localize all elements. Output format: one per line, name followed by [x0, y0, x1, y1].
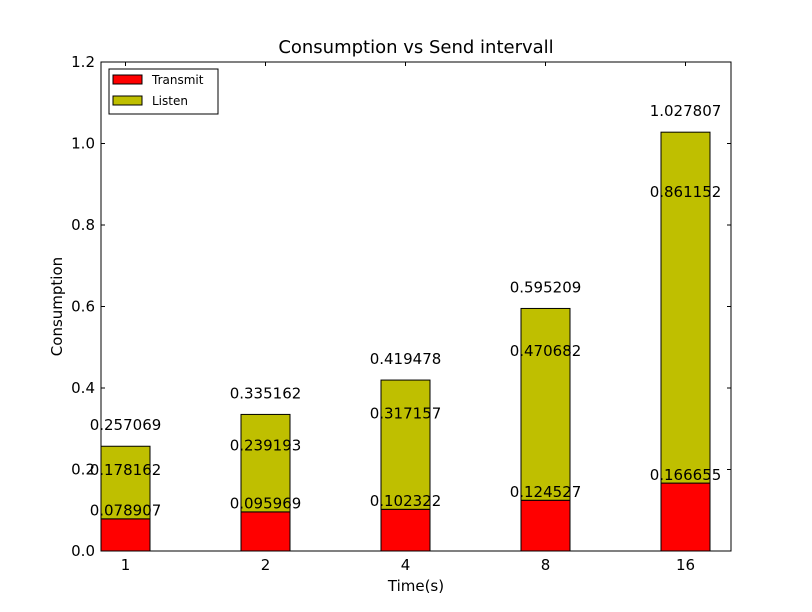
y-tick-label: 0.6: [71, 298, 95, 316]
bar-listen: [520, 307, 571, 501]
data-label-transmit: 0.102322: [370, 492, 442, 510]
legend: Transmit Listen: [108, 68, 219, 115]
data-label-total: 0.257069: [90, 416, 162, 434]
x-tick-label: 8: [541, 556, 551, 574]
y-tick-label: 0.0: [71, 542, 95, 560]
y-tick-label: 1.2: [71, 53, 95, 71]
x-tick-label: 1: [121, 556, 131, 574]
data-label-total: 0.595209: [510, 278, 582, 296]
chart-title: Consumption vs Send intervall: [278, 37, 553, 58]
data-label-transmit: 0.078907: [90, 502, 162, 520]
bar-listen: [660, 131, 711, 484]
x-tick-label: 4: [401, 556, 411, 574]
data-label-listen: 0.861152: [650, 183, 722, 201]
bar-transmit: [240, 511, 291, 552]
y-tick-label: 0.8: [71, 216, 95, 234]
data-label-total: 0.419478: [370, 350, 442, 368]
data-label-listen: 0.470682: [510, 342, 582, 360]
y-axis-label: Consumption: [48, 257, 66, 356]
data-label-transmit: 0.124527: [510, 483, 582, 501]
y-tick-label: 0.2: [71, 461, 95, 479]
bar-transmit: [100, 518, 151, 552]
legend-swatch: [112, 95, 143, 106]
y-tick-label: 1.0: [71, 135, 95, 153]
bar-listen: [100, 445, 151, 520]
legend-label: Transmit: [151, 73, 204, 87]
bar-listen: [380, 379, 431, 510]
x-tick-label: 16: [676, 556, 695, 574]
plot-area: 0.0 0.2 0.4 0.6 0.8 1.0 1.2 1 0.078907 0.178162 0.…: [71, 53, 732, 574]
y-tick-label: 0.4: [71, 379, 95, 397]
data-label-total: 0.335162: [230, 384, 302, 402]
data-label-transmit: 0.166655: [650, 466, 722, 484]
data-label-listen: 0.317157: [370, 405, 442, 423]
data-label-transmit: 0.095969: [230, 495, 302, 513]
data-label-listen: 0.178162: [90, 461, 162, 479]
x-axis-label: Time(s): [387, 577, 444, 595]
data-label-listen: 0.239193: [230, 436, 302, 454]
bar-transmit: [380, 508, 431, 552]
legend-label: Listen: [152, 94, 188, 108]
x-tick-label: 2: [261, 556, 271, 574]
bar-transmit: [660, 482, 711, 552]
legend-swatch: [112, 74, 143, 85]
data-label-total: 1.027807: [650, 102, 722, 120]
bar-transmit: [520, 499, 571, 552]
bar-listen: [240, 413, 291, 513]
